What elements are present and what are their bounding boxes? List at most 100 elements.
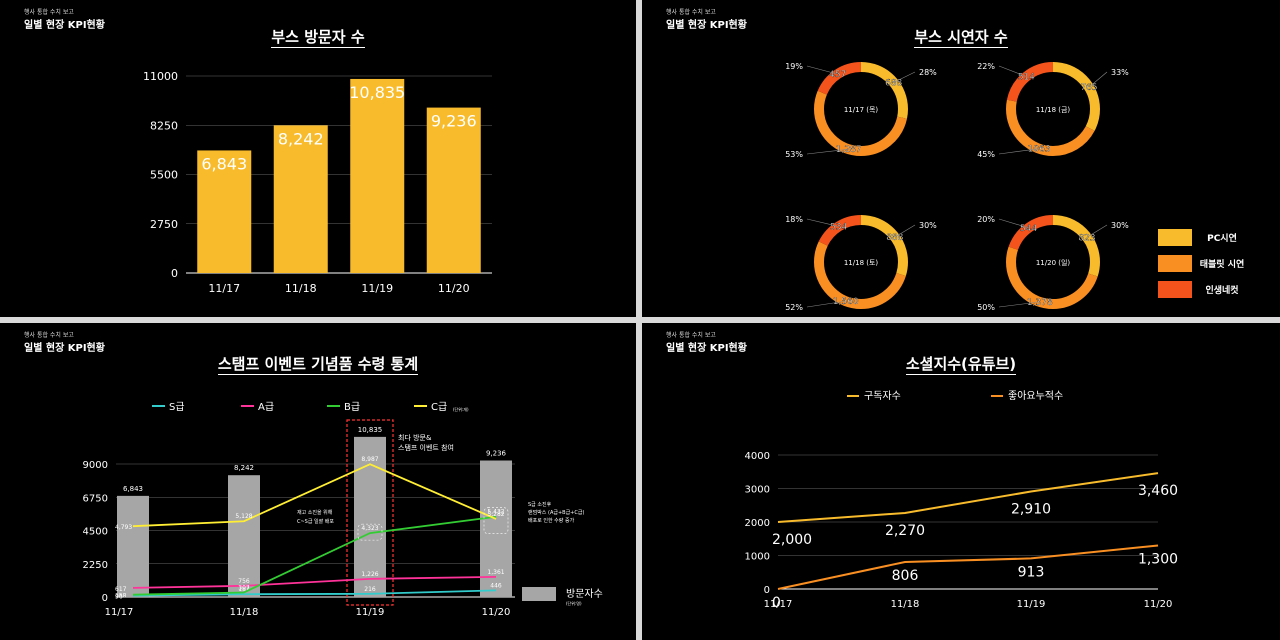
donut-center-label: 11/17 (목) xyxy=(844,106,879,114)
series-value-label: 2,270 xyxy=(885,523,925,539)
legend-label: 구독자수 xyxy=(864,390,901,402)
donut-slice xyxy=(814,62,908,156)
peak-note: 스탬프 이벤트 참여 xyxy=(398,443,454,452)
x-tick-label: 11/20 xyxy=(438,282,470,295)
callout-box xyxy=(483,507,509,535)
report-title: 일별 현장 KPI현황 xyxy=(666,343,747,354)
stamp-panel: 행사 통합 수치 보고 일별 현장 KPI현황 스탬프 이벤트 기념품 수령 통… xyxy=(0,323,636,640)
slice-pct-label: 52% xyxy=(785,303,803,312)
slice-pct-label: 22% xyxy=(977,62,995,71)
bar-value-label: 6,843 xyxy=(123,485,143,493)
report-subtitle: 행사 통합 수치 보고 xyxy=(24,332,74,339)
series-value-label: 158 xyxy=(115,593,127,600)
x-tick-label: 11/19 xyxy=(356,607,385,618)
visitor-bar xyxy=(117,495,149,597)
series-line xyxy=(777,544,1159,590)
slice-value-label: 1,378 xyxy=(1027,298,1053,308)
series-value-label: 1,361 xyxy=(487,569,504,576)
slice-pct-label: 33% xyxy=(1111,68,1129,77)
series-value-label: 5,282 xyxy=(487,511,504,518)
series-line xyxy=(132,515,497,596)
donut-slice xyxy=(1006,62,1100,156)
donut-slice xyxy=(814,215,908,309)
social-line-chart: 0 1000 2000 3000 4000 2,000 2,270 2,910 3,460 0 80… xyxy=(745,390,1179,611)
bar xyxy=(426,107,481,273)
leader-line xyxy=(998,301,1040,308)
series-line xyxy=(777,472,1159,523)
donut-center-label: 11/18 (토) xyxy=(844,259,879,267)
y-tick-label: 2000 xyxy=(745,518,770,529)
slice-pct-label: 28% xyxy=(919,68,937,77)
series-value-label: 307 xyxy=(238,584,250,591)
report-subtitle: 행사 통합 수치 보고 xyxy=(24,9,74,16)
series-value-label: 5,128 xyxy=(235,513,252,520)
demos-donut-charts: 688 28% 1,287 53% 457 19% 11/17 (목) 765 33% 1063 4… xyxy=(785,62,1244,312)
visitor-bar xyxy=(228,475,260,597)
y-tick-label: 4000 xyxy=(745,451,770,462)
slice-pct-label: 18% xyxy=(785,215,803,224)
slice-pct-label: 30% xyxy=(919,221,937,230)
series-value-label: 3,460 xyxy=(1138,483,1178,499)
slice-value-label: 765 xyxy=(1080,83,1097,93)
series-value-label: 913 xyxy=(1018,564,1045,580)
slice-pct-label: 53% xyxy=(785,150,803,159)
slice-value-label: 514 xyxy=(1018,73,1035,83)
series-value-label: 756 xyxy=(238,578,250,585)
donut-slice xyxy=(1006,215,1100,309)
legend-swatch xyxy=(1158,229,1192,246)
leader-line xyxy=(893,71,916,83)
legend-swatch xyxy=(1158,255,1192,272)
y-tick-label: 11000 xyxy=(143,70,178,83)
series-value-label: 2,000 xyxy=(772,532,812,548)
c-grade-note: 재고 소진을 위해 xyxy=(297,509,333,516)
visitors-panel: 행사 통합 수치 보고 일별 현장 KPI현황 부스 방문자 수 0 2750 55… xyxy=(0,0,636,317)
slice-value-label: 1,287 xyxy=(836,145,862,155)
series-line xyxy=(132,463,497,528)
slice-value-label: 457 xyxy=(829,70,846,80)
series-value-label: 806 xyxy=(892,568,919,584)
s-grade-note: S급 소진후 xyxy=(528,501,552,508)
legend-label: PC시연 xyxy=(1207,233,1237,244)
leader-line xyxy=(1088,71,1108,88)
series-value-label: 1,300 xyxy=(1138,551,1178,567)
donut-center-label: 11/18 (금) xyxy=(1036,106,1071,114)
series-value-label: 0 xyxy=(772,595,781,611)
leader-line xyxy=(806,300,846,308)
x-tick-label: 11/18 xyxy=(891,599,920,610)
y-tick-label: 6750 xyxy=(83,493,108,504)
chart-title: 부스 방문자 수 xyxy=(271,28,365,48)
report-subtitle: 행사 통합 수치 보고 xyxy=(666,332,716,339)
legend-label: 좋아요누적수 xyxy=(1008,390,1063,402)
y-tick-label: 0 xyxy=(764,585,770,596)
legend-label: B급 xyxy=(344,401,360,413)
bar xyxy=(350,78,405,273)
series-line xyxy=(132,589,497,597)
bar xyxy=(273,125,328,273)
chart-title: 부스 시연자 수 xyxy=(914,28,1008,48)
unit-note: (단위:개) xyxy=(453,406,469,412)
legend-label: S급 xyxy=(169,401,185,413)
slice-value-label: 888 xyxy=(886,233,903,243)
chart-title: 스탬프 이벤트 기념품 수령 통계 xyxy=(217,355,419,375)
demos-panel: 행사 통합 수치 보고 일별 현장 KPI현황 부스 시연자 수 688 28% 1… xyxy=(642,0,1280,317)
bar-value-label: 10,835 xyxy=(358,426,383,434)
series-value-label: 8,987 xyxy=(361,456,378,463)
leader-line xyxy=(998,65,1027,77)
slice-pct-label: 50% xyxy=(977,303,995,312)
series-value-label: 4,323 xyxy=(361,525,378,532)
leader-line xyxy=(998,148,1040,155)
slice-pct-label: 45% xyxy=(977,150,995,159)
x-tick-label: 11/18 xyxy=(230,607,259,618)
series-value-label: 216 xyxy=(364,586,376,593)
leader-line xyxy=(998,218,1029,229)
y-tick-label: 0 xyxy=(171,267,178,280)
bar-value-label: 9,236 xyxy=(486,450,507,458)
peak-note: 최다 방문& xyxy=(398,433,432,442)
x-tick-label: 11/17 xyxy=(105,607,134,618)
y-tick-label: 3000 xyxy=(745,485,770,496)
s-grade-note: 배포로 인한 수량 증가 xyxy=(528,517,575,524)
bar-value-label: 6,843 xyxy=(201,154,247,173)
y-tick-label: 2250 xyxy=(83,560,108,571)
report-subtitle: 행사 통합 수치 보고 xyxy=(666,9,716,16)
x-tick-label: 11/19 xyxy=(1017,599,1046,610)
